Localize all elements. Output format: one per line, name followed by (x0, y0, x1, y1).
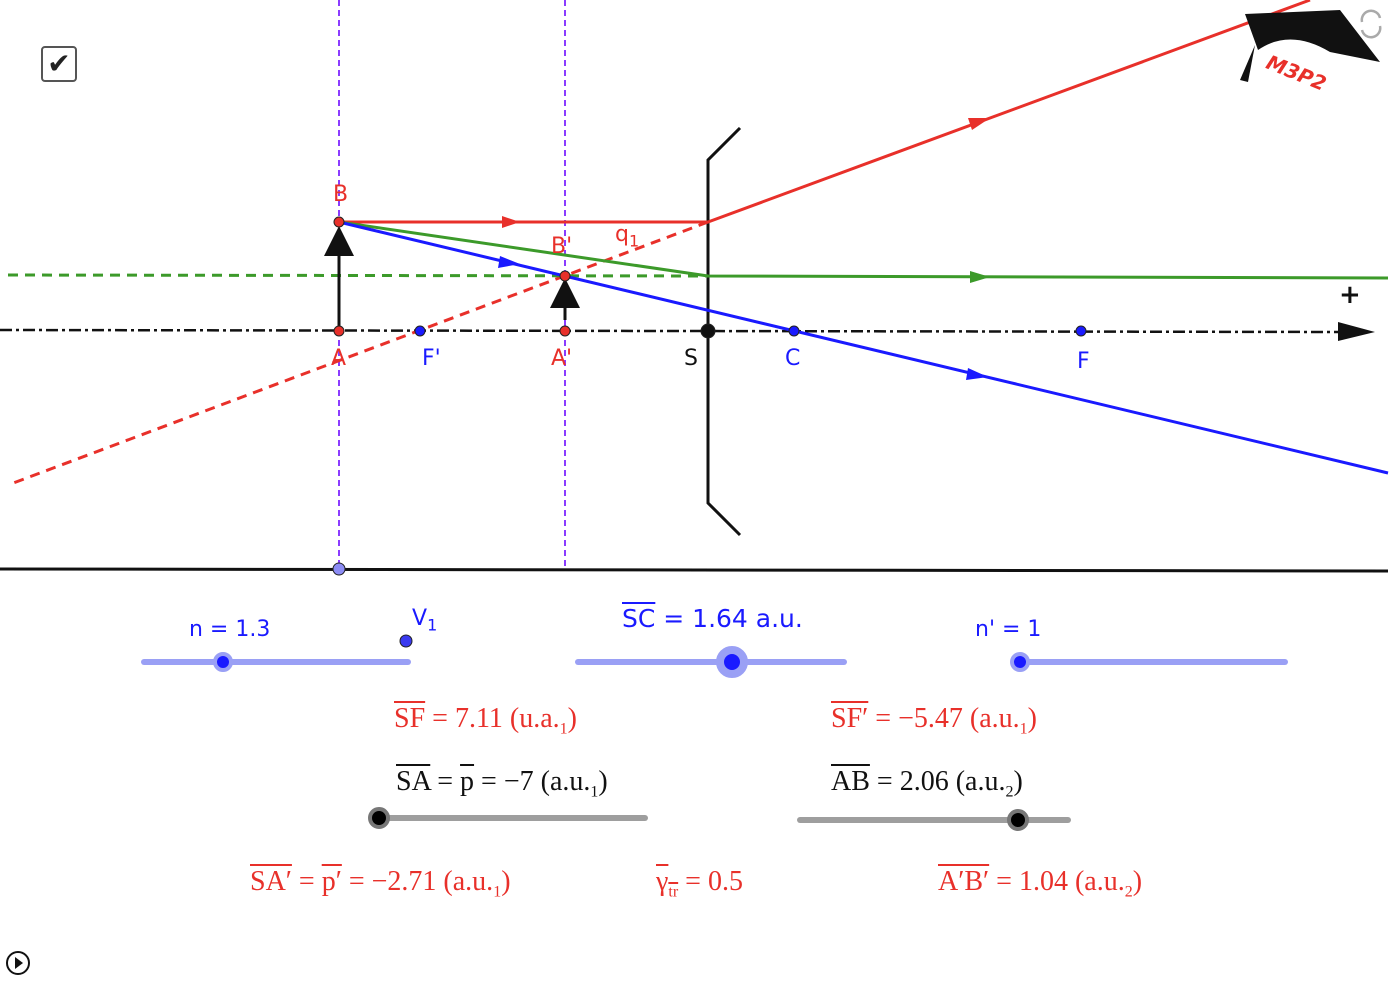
v1-text: V (412, 606, 428, 631)
q1-text: q (615, 222, 629, 247)
red-ray (339, 0, 1311, 224)
sa-rhs: = −7 (a.u. (474, 766, 591, 797)
label-c: C (785, 346, 801, 371)
label-b: B (333, 182, 349, 207)
slider-ab-knob[interactable] (1007, 809, 1029, 831)
gamma-result: γtr = 0.5 (656, 866, 743, 902)
sa-sub: 1 (590, 783, 599, 801)
slider-n-prime-label: n' = 1 (975, 617, 1042, 642)
v1-sub: 1 (427, 615, 438, 635)
sc-rhs: = 1.64 a.u. (655, 604, 803, 633)
point-base[interactable] (332, 562, 346, 576)
point-a[interactable] (333, 325, 345, 337)
green-ray (338, 220, 1389, 280)
slider-sc-label: SC = 1.64 a.u. (622, 604, 803, 633)
sf-sub: 1 (559, 720, 568, 738)
slider-n-prime-knob[interactable] (1010, 652, 1030, 672)
slider-sc-knob[interactable] (716, 646, 748, 678)
point-f (1075, 325, 1087, 337)
slider-n-label: n = 1.3 (189, 617, 271, 642)
abp-close: ) (1132, 866, 1143, 897)
sf-prime-result: SF′ = −5.47 (a.u.1) (831, 703, 1037, 739)
sfp-sub: 1 (1019, 720, 1028, 738)
m3p2-logo: M3P2 (1240, 10, 1380, 96)
sa-p: p (460, 766, 475, 797)
green-ray-arrow (970, 271, 990, 283)
sap-rhs: = −2.71 (a.u. (341, 866, 494, 897)
sap-lhs: SA′ (250, 866, 292, 897)
point-b-prime (559, 270, 571, 282)
play-icon[interactable] (6, 951, 30, 975)
ab-rhs: = 2.06 (a.u. (869, 766, 1006, 797)
axis-arrow (1338, 322, 1375, 341)
abp-sub: 2 (1124, 883, 1133, 901)
blue-ray (338, 220, 1389, 475)
label-f-prime: F' (422, 346, 441, 371)
label-b-prime: B' (551, 234, 573, 259)
label-v1: V1 (412, 606, 437, 634)
svg-text:M3P2: M3P2 (1263, 50, 1330, 96)
point-s (700, 323, 716, 339)
label-s: S (684, 346, 698, 371)
ab-lhs: AB (831, 766, 870, 797)
sc-lhs: SC (622, 604, 656, 633)
optical-axis (0, 328, 1346, 334)
point-c (788, 325, 800, 337)
sfp-lhs: SF′ (831, 703, 869, 734)
reset-icon[interactable] (1360, 9, 1382, 39)
show-checkbox[interactable]: ✔ (41, 46, 77, 82)
ab-prime-result: A′B′ = 1.04 (a.u.2) (938, 866, 1142, 902)
abp-lhs: A′B′ (938, 866, 990, 897)
point-f-prime (414, 325, 426, 337)
gamma-rhs: = 0.5 (678, 866, 743, 897)
slider-ab-label: AB = 2.06 (a.u.2) (831, 766, 1023, 802)
sap-p: p′ (321, 866, 342, 897)
sliders (141, 646, 1288, 831)
sap-sub: 1 (493, 883, 502, 901)
gamma-lhs: γ (656, 866, 669, 897)
sf-result: SF = 7.11 (u.a.1) (394, 703, 577, 739)
sf-rhs: = 7.11 (u.a. (425, 703, 560, 734)
point-b[interactable] (333, 216, 345, 228)
sf-close: ) (567, 703, 577, 734)
green-ray-virtual (7, 273, 709, 278)
sa-mid: = (430, 766, 461, 797)
ab-sub: 2 (1005, 783, 1014, 801)
point-a-prime (559, 325, 571, 337)
label-a: A (331, 346, 347, 371)
slider-n-knob[interactable] (213, 652, 233, 672)
label-f: F (1077, 349, 1090, 374)
sa-lhs: SA (396, 766, 431, 797)
red-ray-arrow (502, 118, 990, 228)
base-line (0, 567, 1389, 573)
point-v1[interactable] (399, 634, 413, 648)
label-a-prime: A' (551, 346, 573, 371)
ab-close: ) (1013, 766, 1023, 797)
slider-sa-label: SA = p = −7 (a.u.1) (396, 766, 608, 802)
sap-mid: = (291, 866, 322, 897)
sf-lhs: SF (394, 703, 426, 734)
plus-sign: + (1339, 280, 1361, 310)
q1-sub: 1 (628, 231, 640, 251)
sa-close: ) (598, 766, 608, 797)
abp-rhs: = 1.04 (a.u. (989, 866, 1125, 897)
sap-close: ) (501, 866, 511, 897)
slider-sa-knob[interactable] (368, 807, 390, 829)
sfp-rhs: = −5.47 (a.u. (868, 703, 1020, 734)
gamma-sub: tr (668, 883, 679, 901)
sa-prime-result: SA′ = p′ = −2.71 (a.u.1) (250, 866, 511, 902)
red-ray-virtual (7, 220, 709, 487)
sfp-close: ) (1027, 703, 1037, 734)
label-q1: q1 (615, 222, 639, 250)
